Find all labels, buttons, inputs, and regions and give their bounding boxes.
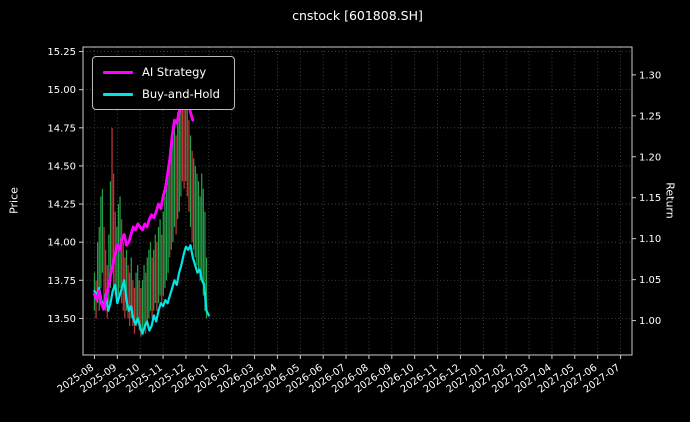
y-tick-label-left: 14.25: [47, 200, 76, 211]
y-tick-label-left: 13.75: [47, 276, 76, 287]
y-tick-label-right: 1.10: [639, 234, 661, 245]
ai-strategy-line: [93, 73, 195, 311]
legend-item-buy-and-hold: Buy-and-Hold: [103, 87, 220, 101]
y-tick-label-left: 15.00: [47, 85, 76, 96]
buy-and-hold-line: [93, 244, 210, 335]
y-tick-label-right: 1.20: [639, 152, 661, 163]
right-axis-title: Return: [663, 182, 677, 219]
legend-label: AI Strategy: [142, 65, 207, 79]
buy-and-hold-line-sample: [103, 92, 133, 96]
plot-border: [82, 46, 633, 356]
y-tick-label-left: 14.00: [47, 238, 76, 249]
legend-label: Buy-and-Hold: [142, 87, 220, 101]
left-axis-title: Price: [7, 187, 21, 214]
y-tick-label-right: 1.25: [639, 111, 661, 122]
y-tick-label-right: 1.15: [639, 193, 661, 204]
y-tick-label-right: 1.30: [639, 70, 661, 81]
chart-title: cnstock [601808.SH]: [292, 8, 423, 23]
ai-strategy-line-sample: [103, 70, 133, 74]
y-tick-label-left: 15.25: [47, 47, 76, 58]
y-tick-label-left: 14.50: [47, 161, 76, 172]
y-tick-label-left: 14.75: [47, 123, 76, 134]
y-tick-label-right: 1.00: [639, 316, 661, 327]
y-tick-label-right: 1.05: [639, 275, 661, 286]
legend: AI Strategy Buy-and-Hold: [92, 56, 235, 110]
legend-item-ai-strategy: AI Strategy: [103, 65, 220, 79]
y-tick-label-left: 13.50: [47, 314, 76, 325]
